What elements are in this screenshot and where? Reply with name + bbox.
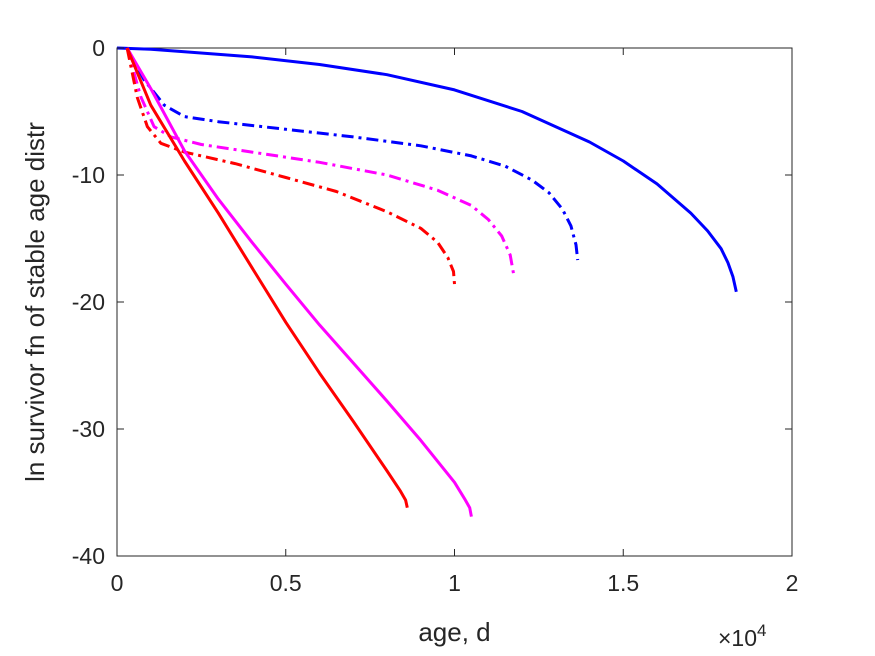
y-tick-label: -40 xyxy=(72,543,105,569)
series-line-6 xyxy=(125,47,409,509)
x-tick-label: 0.5 xyxy=(270,570,302,596)
x-tick-label: 1.5 xyxy=(607,570,639,596)
plot-area xyxy=(116,47,793,557)
series-layer xyxy=(116,46,738,517)
y-tick-label: 0 xyxy=(92,35,105,61)
y-tick-label: -30 xyxy=(72,416,105,442)
series-line-4 xyxy=(125,47,456,285)
y-tick-label: -20 xyxy=(72,289,105,315)
series-line-5 xyxy=(125,47,473,517)
x-tick-label: 0 xyxy=(111,570,124,596)
x-axis-label: age, d xyxy=(418,617,490,647)
x-tick-label: 1 xyxy=(448,570,461,596)
x-axis-exponent: ×104 xyxy=(718,621,766,651)
series-line-1 xyxy=(116,46,738,293)
x-axis-exponent-base: ×10 xyxy=(718,625,757,651)
y-tick-label: -10 xyxy=(72,162,105,188)
x-axis-exponent-power: 4 xyxy=(757,621,766,640)
y-axis-label: ln survivor fn of stable age distr xyxy=(20,122,50,482)
series-line-2 xyxy=(125,47,580,261)
x-tick-label: 2 xyxy=(786,570,799,596)
ticks-layer: 0 0.5 1 1.5 2 -40 -30 -20 -10 0 xyxy=(72,35,799,596)
series-line-3 xyxy=(125,47,516,275)
